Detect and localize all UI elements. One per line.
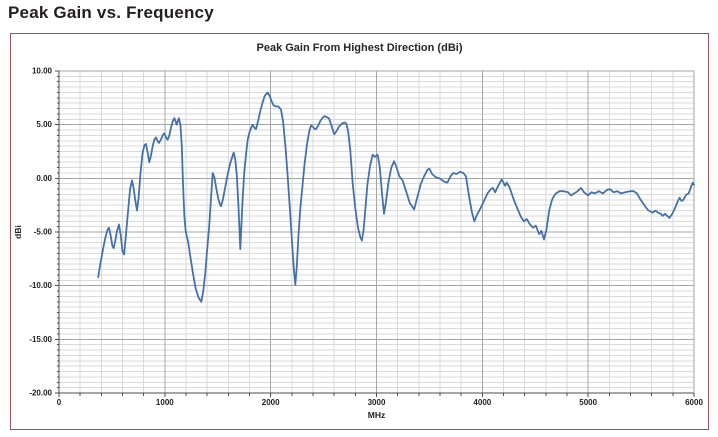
chart-frame: Peak Gain From Highest Direction (dBi) 0… <box>10 33 709 430</box>
page-title: Peak Gain vs. Frequency <box>8 3 214 22</box>
x-tick-label: 1000 <box>156 398 174 407</box>
x-tick-label: 3000 <box>368 398 386 407</box>
y-tick-label: -10.00 <box>29 281 52 290</box>
y-tick-label: -5.00 <box>34 228 53 237</box>
y-axis-title: dBi <box>13 225 23 239</box>
y-tick-label: 10.00 <box>32 67 53 76</box>
gain-frequency-line-chart: 0 1000 2000 3000 4000 5000 6000 10.00 5.00 0.00 -5… <box>11 34 708 434</box>
y-tick-label: -15.00 <box>29 335 52 344</box>
y-tick-label: 5.00 <box>36 120 52 129</box>
x-tick-label: 2000 <box>262 398 280 407</box>
x-tick-label: 4000 <box>473 398 491 407</box>
x-tick-label: 5000 <box>579 398 597 407</box>
chart-title: Peak Gain From Highest Direction (dBi) <box>256 42 463 54</box>
x-axis-title: MHz <box>368 410 385 420</box>
x-tick-label: 6000 <box>685 398 703 407</box>
peak-gain-series-line <box>97 91 695 303</box>
x-tick-label: 0 <box>57 398 62 407</box>
y-tick-label: -20.00 <box>29 389 52 398</box>
y-tick-label: 0.00 <box>36 174 52 183</box>
